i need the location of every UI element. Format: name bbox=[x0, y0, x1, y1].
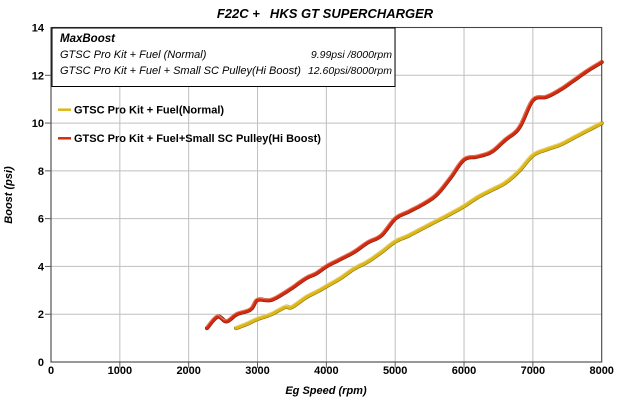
svg-text:6000: 6000 bbox=[452, 365, 476, 377]
svg-text:2: 2 bbox=[38, 309, 44, 321]
svg-text:9.99psi /8000rpm: 9.99psi /8000rpm bbox=[311, 49, 392, 61]
svg-text:6: 6 bbox=[38, 214, 44, 226]
svg-text:3000: 3000 bbox=[245, 365, 269, 377]
svg-text:GTSC Pro Kit + Fuel+Small SC: GTSC Pro Kit + Fuel+Small SC Pulley(Hi B… bbox=[74, 133, 321, 145]
svg-text:Eg Speed (rpm): Eg Speed (rpm) bbox=[285, 385, 367, 397]
svg-text:GTSC Pro Kit + Fuel (Normal): GTSC Pro Kit + Fuel (Normal) bbox=[60, 49, 207, 61]
svg-text:1000: 1000 bbox=[108, 365, 132, 377]
svg-text:12.60psi/8000rpm: 12.60psi/8000rpm bbox=[308, 65, 392, 77]
svg-text:4000: 4000 bbox=[314, 365, 338, 377]
svg-text:GTSC Pro Kit + Fuel(Normal): GTSC Pro Kit + Fuel(Normal) bbox=[74, 105, 224, 117]
svg-text:12: 12 bbox=[32, 70, 44, 82]
svg-text:10: 10 bbox=[32, 118, 44, 130]
svg-text:5000: 5000 bbox=[383, 365, 407, 377]
svg-text:2000: 2000 bbox=[176, 365, 200, 377]
svg-text:MaxBoost: MaxBoost bbox=[60, 33, 116, 45]
svg-text:8000: 8000 bbox=[589, 365, 613, 377]
svg-text:14: 14 bbox=[32, 23, 45, 35]
svg-text:Boost (psi): Boost (psi) bbox=[3, 166, 15, 224]
svg-text:0: 0 bbox=[38, 357, 44, 369]
svg-text:7000: 7000 bbox=[521, 365, 545, 377]
svg-text:8: 8 bbox=[38, 166, 44, 178]
svg-text:GTSC Pro Kit + Fuel + Small S: GTSC Pro Kit + Fuel + Small SC Pulley(Hi… bbox=[60, 65, 301, 77]
svg-text:0: 0 bbox=[48, 365, 54, 377]
svg-text:4: 4 bbox=[38, 261, 45, 273]
